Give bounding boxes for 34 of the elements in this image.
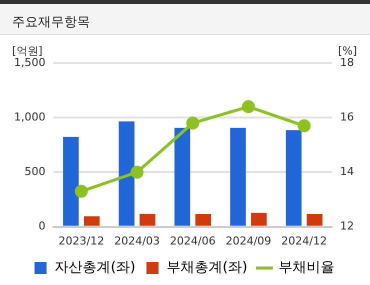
x-tick-label: 2024/09	[226, 234, 272, 248]
y2-axis-title: [%]	[338, 44, 358, 58]
bar	[230, 128, 246, 226]
bar	[174, 128, 190, 226]
bar	[251, 212, 267, 226]
y-tick-label: 1,500	[14, 56, 46, 69]
x-tick-label: 2024/06	[170, 234, 216, 248]
y-tick-label: 500	[24, 165, 46, 178]
legend-label: 자산총계(좌)	[54, 260, 136, 276]
point	[242, 100, 255, 114]
legend-label: 부채총계(좌)	[166, 260, 248, 276]
x-tick-label: 2023/12	[58, 234, 104, 248]
y2-tick-label: 14	[340, 165, 354, 178]
y2-tick-label: 16	[340, 110, 354, 124]
x-tick-label: 2024/12	[281, 234, 328, 248]
bar	[306, 214, 322, 226]
bar	[140, 214, 156, 226]
y-tick-label: 0	[38, 220, 46, 233]
bar	[195, 214, 212, 226]
bar	[286, 130, 302, 226]
bar	[63, 136, 79, 226]
chart-title: 주요재무항목	[0, 0, 370, 35]
point	[74, 184, 88, 198]
point	[130, 166, 144, 179]
y2-tick-label: 12	[340, 220, 354, 233]
y-tick-label: 1,000	[14, 110, 46, 124]
legend-label: 부채비율	[278, 260, 334, 276]
bar	[118, 121, 134, 226]
point	[298, 119, 311, 132]
point	[186, 116, 200, 130]
x-tick-label: 2024/03	[114, 234, 160, 248]
y-axis-title: [억원]	[12, 44, 43, 58]
bar	[84, 216, 100, 226]
y2-tick-label: 18	[340, 56, 354, 69]
